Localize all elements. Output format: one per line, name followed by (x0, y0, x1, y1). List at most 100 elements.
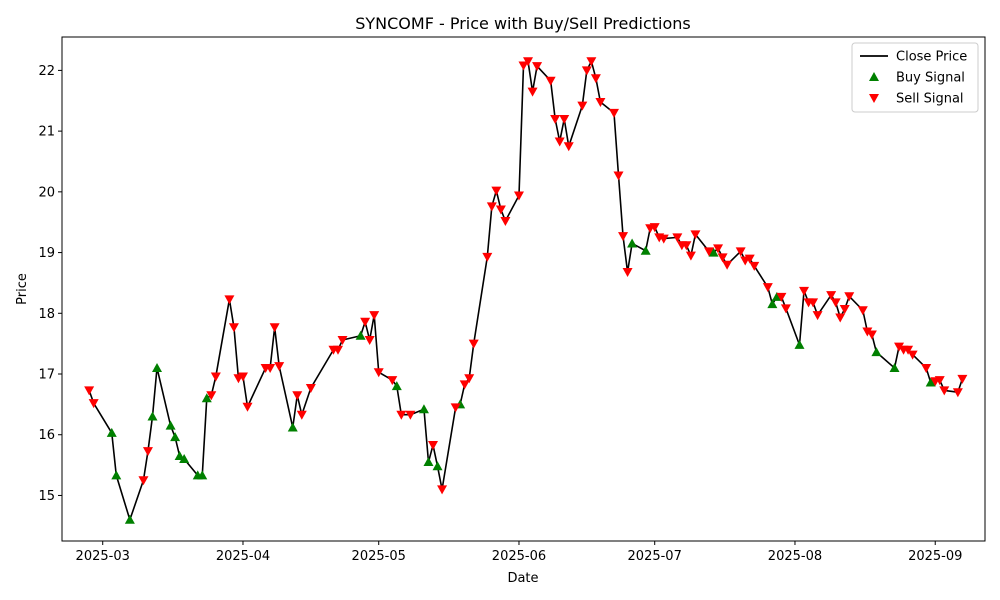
sell-signal-marker (224, 295, 235, 305)
sell-signal-marker (835, 313, 846, 323)
plot-frame (61, 36, 986, 542)
sell-signal-marker (373, 368, 384, 378)
sell-signal-marker (513, 191, 524, 201)
x-tick-label: 2025-04 (216, 549, 270, 564)
sell-signal-marker (649, 223, 660, 233)
y-tick-label: 15 (38, 489, 55, 504)
legend-frame (851, 42, 979, 113)
sell-signal-marker (527, 87, 538, 97)
x-axis: 2025-03 2025-04 2025-05 2025-06 2025-07 2025-… (76, 541, 962, 564)
sell-signal-marker (713, 244, 724, 254)
sell-signal-marker (360, 317, 371, 327)
sell-signal-marker (862, 327, 873, 337)
buy-signal-marker (418, 404, 429, 414)
y-axis-label: Price (15, 273, 30, 305)
x-tick-label: 2025-03 (76, 549, 130, 564)
sell-signal-marker (364, 336, 375, 346)
chart-title: SYNCOMF - Price with Buy/Sell Prediction… (355, 14, 691, 33)
x-tick-label: 2025-05 (352, 549, 406, 564)
sell-signal-marker (468, 339, 479, 349)
y-tick-label: 20 (38, 185, 55, 200)
sell-signal-marker (717, 253, 728, 263)
sell-signal-marker (613, 171, 624, 181)
sell-signal-marker (206, 391, 217, 401)
sell-signal-marker (857, 306, 868, 316)
sell-signal-marker (577, 101, 588, 111)
sell-signal-marker (495, 205, 506, 215)
sell-signal-marker (269, 323, 280, 333)
sell-signal-marker (808, 298, 819, 308)
sell-signal-marker (590, 74, 601, 84)
buy-signal-marker (165, 420, 176, 430)
legend-buy-swatch (869, 72, 879, 81)
legend-entries: Close Price Buy Signal Sell Signal (860, 50, 967, 107)
buy-signal-marker (197, 470, 208, 480)
sell-signal-marker (622, 267, 633, 277)
sell-signal-marker (780, 304, 791, 314)
buy-signal-marker (794, 339, 805, 349)
sell-signal-marker (618, 232, 629, 242)
sell-signal-marker (292, 391, 303, 401)
legend-label: Buy Signal (896, 71, 965, 86)
legend-label: Sell Signal (896, 92, 964, 107)
buy-signal-marker (391, 381, 402, 391)
y-tick-label: 19 (38, 246, 55, 261)
sell-signal-marker (274, 362, 285, 372)
sell-signal-marker (799, 286, 810, 296)
sell-signal-marker (907, 350, 918, 360)
buy-signal-marker (432, 461, 443, 471)
plot-background (62, 37, 985, 541)
buy-signal-marker (152, 362, 163, 372)
x-tick-label: 2025-08 (768, 549, 822, 564)
sell-signal-marker (563, 142, 574, 152)
buy-signal-marker (201, 393, 212, 403)
y-axis: 15 16 17 18 19 20 21 22 (38, 64, 62, 504)
sell-signal-marker (138, 476, 149, 486)
sell-signal-marker (690, 230, 701, 240)
sell-signal-marker (722, 260, 733, 270)
sell-signal-marker (523, 57, 534, 67)
sell-signal-marker (450, 403, 461, 413)
sell-signal-marker (437, 485, 448, 495)
sell-signal-marker (369, 311, 380, 321)
sell-signal-marker (296, 410, 307, 420)
buy-signal-marker (423, 457, 434, 467)
sell-signal-marker (830, 298, 841, 308)
buy-signal-marker (871, 347, 882, 357)
sell-signal-marker (464, 374, 475, 384)
sell-signal-marker (866, 330, 877, 340)
buy-signal-marker (147, 411, 158, 421)
sell-signal-marker (305, 383, 316, 393)
sell-signal-marker (776, 292, 787, 302)
buy-signal-marker (771, 291, 782, 301)
sell-signal-marker (559, 114, 570, 124)
sell-signal-marker (550, 114, 561, 124)
sell-signal-marker (428, 441, 439, 451)
buy-signal-marker (111, 470, 122, 480)
sell-signal-marker (595, 97, 606, 107)
sell-signal-marker (500, 216, 511, 226)
sell-signal-marker (608, 108, 619, 118)
sell-signal-marker (554, 137, 565, 147)
buy-signal-marker (170, 432, 181, 442)
sell-signal-marker (228, 323, 239, 333)
sell-signal-marker (210, 372, 221, 382)
sell-signal-marker (939, 386, 950, 396)
sell-signal-marker (934, 376, 945, 386)
sell-signal-marker (405, 410, 416, 420)
sell-signal-marker (459, 380, 470, 390)
sell-signal-marker (486, 202, 497, 212)
sell-signal-marker (337, 336, 348, 346)
x-tick-label: 2025-07 (628, 549, 682, 564)
markers-layer (84, 57, 968, 524)
sell-signal-marker (685, 251, 696, 261)
legend: Close Price Buy Signal Sell Signal (851, 42, 979, 113)
sell-signal-marker (237, 372, 248, 382)
sell-signal-marker (839, 305, 850, 315)
sell-signal-marker (903, 345, 914, 355)
y-tick-label: 17 (38, 368, 55, 383)
buy-signal-marker (767, 299, 778, 309)
sell-signal-marker (491, 186, 502, 196)
sell-signal-marker (744, 254, 755, 264)
